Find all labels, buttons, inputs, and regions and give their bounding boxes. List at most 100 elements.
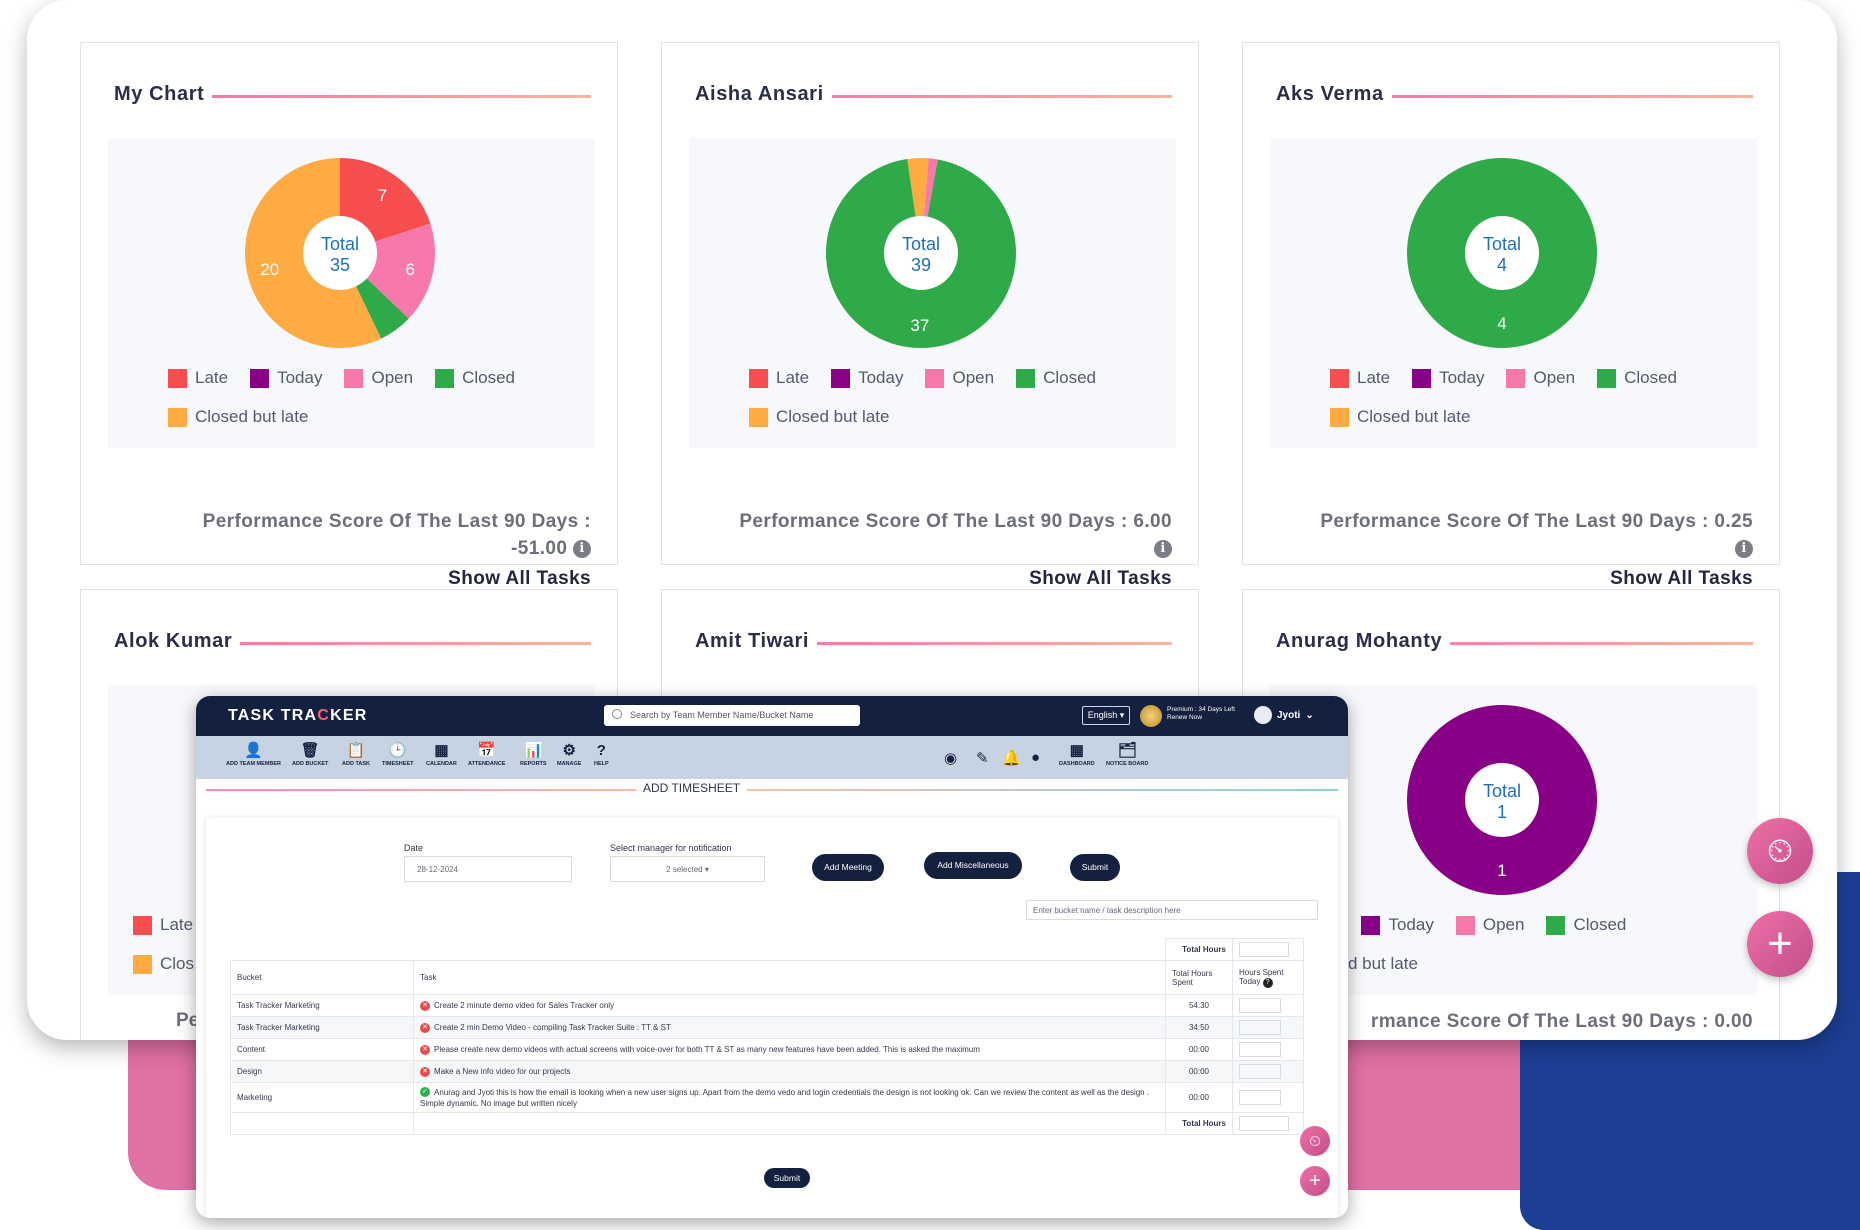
video-icon[interactable]: ●	[1031, 749, 1041, 766]
search-input[interactable]: Search by Team Member Name/Bucket Name	[604, 705, 860, 726]
legend-closed[interactable]: Closed	[435, 368, 515, 388]
donut-total-text: Total	[1483, 781, 1521, 801]
add-meeting-button[interactable]: Add Meeting	[812, 854, 884, 881]
toolbar-attendance[interactable]: 📅 ATTENDANCE	[468, 741, 505, 767]
hours-today-input[interactable]	[1239, 998, 1281, 1013]
legend-closed-but-late[interactable]: Closed but late	[168, 407, 308, 427]
slice-label: 37	[910, 316, 929, 335]
show-all-tasks-link[interactable]: Show All Tasks	[1610, 568, 1753, 589]
hours-today-input[interactable]	[1239, 1020, 1281, 1035]
legend-today[interactable]: Today	[1412, 368, 1484, 388]
legend-open[interactable]: Open	[1455, 915, 1524, 935]
legend-closed-but-late[interactable]: sed but late	[1330, 954, 1418, 974]
row-bucket: Design	[230, 1060, 414, 1083]
task-text: Make a New info video for our projects	[434, 1066, 571, 1076]
total-hours-label: Total Hours	[1165, 1112, 1233, 1135]
show-all-tasks-link[interactable]: Show All Tasks	[448, 568, 591, 589]
eye-icon[interactable]: ◉	[944, 750, 958, 767]
date-input[interactable]: 28-12-2024	[404, 856, 572, 882]
legend-label: Closed	[1624, 368, 1677, 387]
toolbar-calendar[interactable]: ▦ CALENDAR	[426, 741, 457, 767]
legend-today[interactable]: Today	[250, 368, 322, 388]
toolbar-add-bucket[interactable]: 🗑 ADD BUCKET	[292, 741, 328, 767]
row-spent: 00:00	[1165, 1082, 1233, 1113]
submit-button-top[interactable]: Submit	[1070, 854, 1120, 881]
legend-closed[interactable]: Closed	[1546, 915, 1626, 935]
legend-late[interactable]: Late	[1330, 368, 1390, 388]
toolbar-manage[interactable]: ⚙ MANAGE	[557, 741, 581, 767]
row-spent: 00:00	[1165, 1060, 1233, 1083]
task-tracker-logo[interactable]: TASK TRACKER	[228, 707, 367, 725]
table-row[interactable]: Marketing ✓ Anurag and Jyoti this is how …	[230, 1082, 1304, 1113]
legend-closed[interactable]: Closed	[1597, 368, 1677, 388]
toolbar-label: ADD BUCKET	[292, 761, 329, 767]
show-all-tasks-link[interactable]: Show All Tasks	[1029, 568, 1172, 589]
info-icon[interactable]: i	[1154, 539, 1172, 558]
manager-select[interactable]: 2 selected ▾	[610, 856, 765, 882]
legend-open[interactable]: Open	[344, 368, 413, 388]
hours-today-input[interactable]	[1239, 1042, 1281, 1057]
toolbar-help[interactable]: ? HELP	[594, 741, 609, 767]
legend-late[interactable]: Late	[133, 915, 193, 935]
edit-icon[interactable]: ✎	[976, 750, 989, 767]
donut-total-text: Total	[1483, 234, 1521, 254]
toolbar-reports[interactable]: 📊 REPORTS	[520, 741, 547, 767]
legend-late[interactable]: Late	[168, 368, 228, 388]
table-row[interactable]: Task Tracker Marketing ✕ Create 2 minute …	[230, 994, 1304, 1017]
help-icon[interactable]: ?	[1262, 977, 1273, 988]
user-menu[interactable]: Jyoti ⌄	[1254, 706, 1314, 724]
notice-board-icon: 🗂	[1117, 742, 1137, 759]
performance-score: Performance Score Of The Last 90 Days : -…	[151, 508, 591, 562]
bell-icon[interactable]: 🔔	[1002, 750, 1021, 767]
donut-total-text: 39	[911, 255, 931, 275]
table-cell	[413, 1112, 1166, 1135]
renew-link[interactable]: Renew Now	[1167, 714, 1203, 721]
performance-card: Aisha Ansari 37 Total 39 Late Today Open C…	[661, 42, 1199, 589]
task-text: Create 2 minute demo video for Sales Tra…	[434, 1000, 615, 1010]
info-icon[interactable]: i	[1735, 539, 1753, 558]
legend-open[interactable]: Open	[925, 368, 994, 388]
submit-button-bottom[interactable]: Submit	[764, 1168, 810, 1188]
toolbar-timesheet[interactable]: 🕒 TIMESHEET	[382, 741, 413, 767]
legend-today[interactable]: Today	[1361, 915, 1434, 935]
language-select[interactable]: English ▾	[1082, 706, 1130, 725]
toolbar-add-task[interactable]: 📋 ADD TASK	[342, 741, 370, 767]
clock-out-button-small[interactable]: ⏲	[1300, 1126, 1330, 1156]
add-user-icon: 👤	[244, 742, 263, 759]
legend-label: Today	[277, 368, 323, 387]
late-status-icon: ✕	[420, 1066, 430, 1077]
table-row[interactable]: Task Tracker Marketing ✕ Create 2 min Dem…	[230, 1016, 1304, 1039]
add-miscellaneous-button[interactable]: Add Miscellaneous	[924, 852, 1022, 879]
perf-label: Performance Score Of The Last 90 Days :	[739, 511, 1128, 532]
table-row[interactable]: Design ✕ Make a New info video for our pr…	[230, 1060, 1304, 1083]
legend-today[interactable]: Today	[831, 368, 903, 388]
hours-today-input[interactable]	[1239, 1090, 1281, 1105]
hours-today-input[interactable]	[1239, 1064, 1281, 1079]
legend-late[interactable]: Late	[749, 368, 809, 388]
clock-out-button[interactable]: ⏲	[1747, 818, 1813, 884]
legend-open[interactable]: Open	[1506, 368, 1575, 388]
toolbar-dashboard[interactable]: ▦ DASHBOARD	[1059, 741, 1095, 767]
table-header-total: Total Hours	[231, 938, 1304, 961]
premium-status[interactable]: Premium : 34 Days Left Renew Now	[1167, 706, 1235, 722]
legend-closed[interactable]: Closed	[1016, 368, 1096, 388]
add-button[interactable]: +	[1747, 911, 1813, 977]
task-filter-input[interactable]: Enter bucket name / task description her…	[1026, 900, 1318, 920]
table-row[interactable]: Content ✕ Please create new demo videos w…	[230, 1038, 1304, 1061]
chart-legend: Late	[133, 915, 193, 935]
perf-label: rmance Score Of The Last 90 Days :	[1370, 1011, 1709, 1032]
card-title: Amit Tiwari	[695, 630, 818, 653]
add-button-small[interactable]: +	[1300, 1166, 1330, 1196]
legend-closed-but-late[interactable]: Closed but late	[749, 407, 889, 427]
info-icon[interactable]: i	[573, 539, 591, 558]
legend-closed-but-late[interactable]: Closed but late	[1330, 407, 1470, 427]
dashboard-icon: ▦	[1069, 742, 1084, 759]
toolbar-notice-board[interactable]: 🗂 NOTICE BOARD	[1106, 741, 1148, 767]
toolbar-add-team-member[interactable]: 👤 ADD TEAM MEMBER	[226, 741, 281, 767]
total-hours-box	[1239, 942, 1289, 957]
legend-closed-but-late[interactable]: Clos	[133, 954, 194, 974]
